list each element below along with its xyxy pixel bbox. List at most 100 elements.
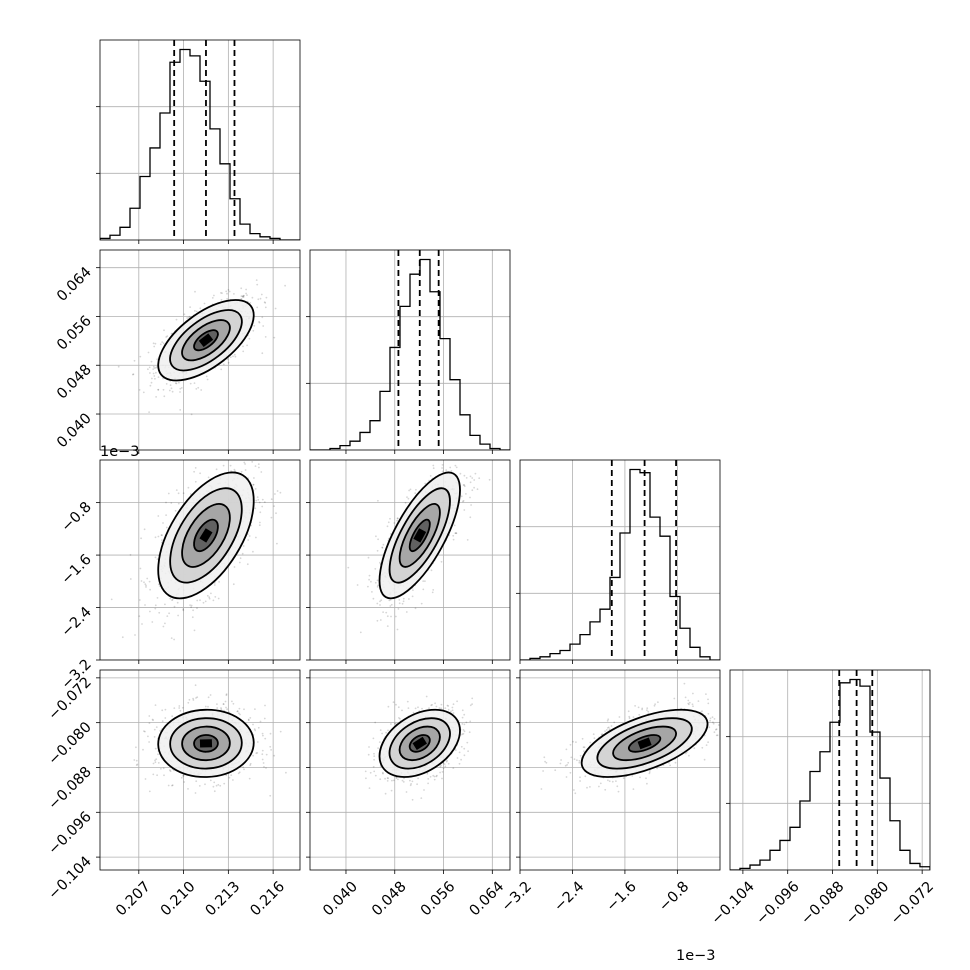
scatter-point [121, 636, 124, 639]
scatter-point [382, 543, 385, 546]
scatter-point [157, 389, 160, 391]
scatter-point [256, 283, 259, 286]
scatter-point [455, 532, 457, 535]
scatter-point [220, 707, 222, 709]
scatter-point [450, 470, 453, 472]
scatter-point [433, 775, 436, 778]
scatter-point [153, 367, 156, 369]
scatter-point [387, 729, 389, 732]
scatter-point [368, 574, 371, 577]
scatter-point [156, 358, 159, 361]
scatter-point [258, 501, 261, 504]
scatter-point [163, 395, 166, 398]
contour-line [169, 487, 243, 584]
scatter-point [397, 778, 399, 781]
contour-line [398, 725, 441, 762]
scatter-point [202, 601, 205, 604]
scatter-point [182, 609, 185, 612]
scatter-point [254, 708, 256, 710]
scatter-point [182, 774, 185, 777]
scatter-point [382, 611, 384, 613]
scatter-point [465, 493, 467, 495]
scatter-point [668, 762, 670, 764]
scatter-point [270, 498, 273, 501]
scatter-point [405, 791, 408, 793]
scatter-point [224, 700, 227, 703]
scatter-point [155, 726, 158, 728]
scatter-point [452, 712, 455, 714]
scatter-point [154, 556, 157, 559]
scatter-point [176, 601, 179, 604]
scatter-point [395, 776, 398, 779]
scatter-point [442, 762, 445, 765]
scatter-point [463, 485, 466, 488]
scatter-point [414, 492, 417, 494]
scatter-point [273, 336, 276, 339]
scatter-point [365, 777, 367, 780]
scatter-point [213, 582, 216, 584]
density-peak [198, 333, 214, 348]
scatter-point [441, 771, 444, 773]
scatter-point [432, 774, 435, 777]
scatter-point [269, 745, 272, 748]
scatter-point [146, 577, 149, 580]
scatter-point [241, 295, 244, 298]
scatter-point [154, 607, 157, 610]
scatter-point [191, 616, 194, 619]
scatter-point [385, 731, 387, 734]
scatter-point [574, 792, 577, 795]
scatter-point [204, 600, 207, 603]
scatter-point [471, 477, 474, 479]
scatter-point [220, 368, 223, 371]
scatter-point [145, 586, 147, 588]
scatter-point [253, 477, 255, 479]
scatter-point [607, 726, 610, 729]
scatter-point [376, 619, 379, 622]
scatter-point [152, 342, 155, 345]
scatter-point [417, 706, 419, 709]
scatter-point [233, 566, 236, 568]
scatter-point [396, 628, 399, 631]
contour-line [378, 708, 461, 778]
scatter-point [265, 753, 268, 756]
scatter-point [165, 336, 168, 338]
scatter-point [162, 342, 165, 345]
scatter-point [246, 344, 249, 347]
scatter-point [182, 775, 184, 777]
scatter-point [148, 741, 151, 743]
scatter-point [139, 355, 142, 358]
scatter-point [372, 737, 375, 740]
scatter-point [488, 478, 491, 481]
scatter-point [241, 552, 244, 555]
scatter-point [179, 409, 182, 411]
scatter-point [220, 292, 222, 294]
scatter-point [466, 741, 469, 744]
scatter-point [225, 290, 228, 293]
scatter-point [233, 353, 236, 356]
scatter-point [243, 768, 245, 771]
scatter-point [147, 351, 150, 354]
scatter-point [215, 784, 218, 787]
scatter-point [265, 296, 268, 299]
scatter-point [388, 599, 391, 602]
scatter-point [220, 708, 223, 711]
scatter-point [178, 705, 181, 707]
scatter-point [434, 702, 436, 705]
scatter-point [263, 501, 266, 503]
scatter-point [425, 695, 428, 698]
scatter-point [394, 722, 396, 725]
scatter-point [217, 597, 220, 600]
scatter-point [453, 524, 456, 527]
scatter-point [376, 579, 379, 582]
scatter-point [240, 297, 243, 300]
scatter-point [628, 717, 631, 720]
scatter-point [180, 776, 183, 779]
scatter-point [376, 586, 379, 588]
scatter-point [381, 732, 383, 735]
scatter-point [239, 557, 242, 560]
scatter-point [409, 784, 412, 787]
contour-line [169, 717, 243, 770]
scatter-point [256, 496, 259, 498]
histogram-3 [520, 460, 720, 660]
scatter-point [213, 294, 215, 297]
